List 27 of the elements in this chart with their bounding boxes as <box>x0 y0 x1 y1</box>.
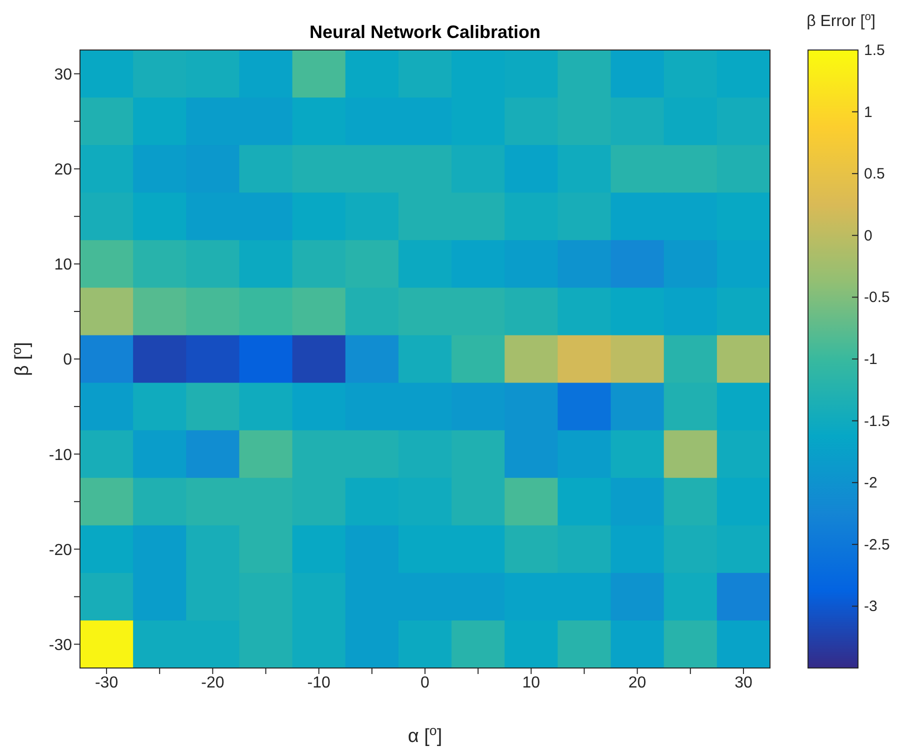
x-tick-label: 0 <box>420 674 430 692</box>
x-tick-label: -20 <box>201 674 224 692</box>
x-axis-title: α [$^{o}$] <box>408 722 442 747</box>
y-tick-label: -10 <box>48 446 72 464</box>
y-tick-label: 30 <box>54 66 72 84</box>
y-tick-label: 20 <box>54 162 72 179</box>
color-bar-label: 0 <box>864 227 872 244</box>
color-bar-label: -3 <box>864 598 878 616</box>
color-bar-label: -2.5 <box>864 536 890 554</box>
color-bar-label: -0.5 <box>864 289 890 306</box>
color-bar-label: 1.5 <box>864 42 885 59</box>
y-tick-label: -20 <box>48 542 72 559</box>
x-tick-label: 30 <box>734 674 752 692</box>
chart-title: Neural Network Calibration <box>309 22 541 42</box>
y-tick-label: 10 <box>54 256 72 274</box>
color-bar-label: 0.5 <box>864 166 885 183</box>
x-tick-label: -10 <box>307 674 331 692</box>
color-bar-label: -2 <box>864 474 878 492</box>
color-bar-title: β Error [$^{o}$] <box>806 11 876 30</box>
color-bar-label: -1.5 <box>864 412 890 430</box>
x-tick-label: -30 <box>94 674 118 692</box>
x-tick-label: 20 <box>628 674 646 692</box>
x-tick-label: 10 <box>522 674 540 692</box>
y-tick-label: 0 <box>63 352 72 369</box>
color-bar-label: -1 <box>864 351 878 368</box>
y-tick-label: -30 <box>48 636 72 654</box>
color-bar-label: 1 <box>864 104 872 121</box>
